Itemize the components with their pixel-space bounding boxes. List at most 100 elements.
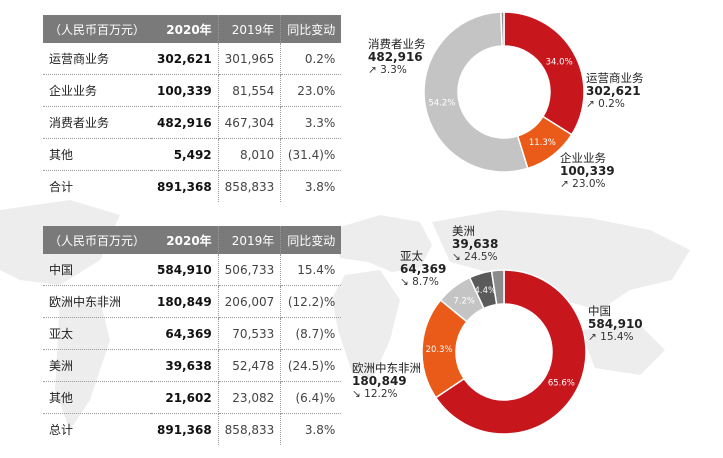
value-2019: 467,304 (218, 106, 282, 139)
callout-consumer: 消费者业务 482,916 ↗ 3.3% (368, 38, 426, 77)
yoy-change: 15.4% (280, 254, 342, 286)
table-header-row: （人民币百万元） 2020年 2019年 同比变动 (43, 226, 342, 254)
arrow-up-icon: ↗ (368, 64, 377, 76)
donut-slice (434, 269, 587, 435)
donut-slice (423, 11, 529, 173)
donut-slice (490, 269, 505, 306)
value-2019: 506,733 (218, 254, 282, 286)
growth-value: 12.2% (364, 388, 398, 400)
callout-label: 运营商业务 (586, 71, 644, 85)
callout-apac: 亚太 64,369 ↘ 8.7% (400, 250, 446, 289)
callout-china: 中国 584,910 ↗ 15.4% (588, 305, 643, 344)
header-unit: （人民币百万元） (43, 226, 152, 254)
slice-pct-label: 4.4% (474, 286, 496, 296)
value-2020: 39,638 (151, 349, 219, 382)
callout-label: 美洲 (452, 224, 475, 238)
slice-pct-label: 11.3% (529, 138, 556, 148)
table-row: 消费者业务 482,916 467,304 3.3% (43, 106, 342, 139)
table-row: 亚太 64,369 70,533 (8.7)% (43, 317, 342, 350)
business-revenue-table: （人民币百万元） 2020年 2019年 同比变动 运营商业务 302,621 30… (43, 15, 342, 202)
row-label: 其他 (43, 381, 152, 414)
value-2019: 206,007 (218, 285, 282, 318)
header-2019: 2019年 (218, 226, 282, 254)
header-yoy-change: 同比变动 (280, 226, 342, 254)
growth-value: 15.4% (600, 331, 634, 343)
callout-value: 302,621 (586, 84, 641, 98)
row-label: 总计 (49, 423, 74, 437)
callout-value: 584,910 (588, 317, 643, 331)
callout-enterprise: 企业业务 100,339 ↗ 23.0% (560, 152, 615, 191)
row-label: 美洲 (43, 349, 152, 382)
value-2019: 8,010 (218, 138, 282, 171)
arrow-up-icon: ↗ (586, 98, 595, 110)
row-label: 欧洲中东非洲 (43, 285, 152, 318)
growth-value: 8.7% (412, 276, 439, 288)
slice-pct-label: 20.3% (426, 345, 453, 355)
callout-value: 482,916 (368, 50, 423, 64)
callout-label: 亚太 (400, 249, 423, 263)
value-2020: 180,849 (151, 285, 219, 318)
yoy-change: 0.2% (280, 43, 342, 75)
slice-pct-label: 34.0% (546, 58, 573, 68)
callout-label: 消费者业务 (368, 37, 426, 51)
value-2020: 302,621 (151, 43, 219, 75)
table-row: 其他 5,492 8,010 (31.4)% (43, 138, 342, 171)
header-unit: （人民币百万元） (43, 15, 152, 43)
callout-label: 企业业务 (560, 151, 606, 165)
header-2020: 2020年 (151, 226, 219, 254)
header-2019: 2019年 (218, 15, 282, 43)
callout-value: 100,339 (560, 164, 615, 178)
table-row: 合计 891,368 858,833 3.8% (43, 170, 341, 202)
row-label: 消费者业务 (43, 106, 152, 139)
callout-growth: ↗ 15.4% (588, 331, 643, 344)
header-2020: 2020年 (151, 15, 219, 43)
callout-growth: ↗ 3.3% (368, 64, 426, 77)
row-label: 其他 (43, 138, 152, 171)
slice-pct-label: 65.6% (548, 379, 575, 389)
value-2019: 52,478 (218, 349, 282, 382)
yoy-change: 3.8% (304, 179, 336, 194)
table-row: 企业业务 100,339 81,554 23.0% (43, 74, 342, 107)
table-row: 其他 21,602 23,082 (6.4)% (43, 381, 342, 414)
callout-growth: ↘ 12.2% (352, 388, 421, 401)
row-label: 运营商业务 (43, 43, 152, 75)
table-row: 欧洲中东非洲 180,849 206,007 (12.2)% (43, 285, 342, 318)
value-2020: 21,602 (151, 381, 219, 414)
yoy-change: (24.5)% (280, 349, 342, 382)
slice-pct-label: 54.2% (428, 99, 455, 109)
callout-carrier: 运营商业务 302,621 ↗ 0.2% (586, 72, 644, 111)
table-header-row: （人民币百万元） 2020年 2019年 同比变动 (43, 15, 342, 43)
arrow-up-icon: ↗ (560, 178, 569, 190)
row-label: 中国 (43, 254, 152, 286)
arrow-down-icon: ↘ (352, 388, 361, 400)
growth-value: 24.5% (464, 251, 498, 263)
value-2019: 23,082 (218, 381, 282, 414)
row-label: 合计 (49, 180, 74, 194)
value-2020: 482,916 (151, 106, 219, 139)
growth-value: 23.0% (572, 178, 606, 190)
value-2020: 5,492 (151, 138, 219, 171)
growth-value: 3.3% (380, 64, 407, 76)
growth-value: 0.2% (598, 98, 625, 110)
table-row: 中国 584,910 506,733 15.4% (43, 254, 342, 286)
value-2019: 81,554 (218, 74, 282, 107)
region-revenue-table: （人民币百万元） 2020年 2019年 同比变动 中国 584,910 506,7… (43, 226, 342, 445)
table-row: 总计 891,368 858,833 3.8% (43, 413, 341, 445)
slice-pct-label: 7.2% (453, 297, 475, 307)
donut-slice (500, 11, 505, 47)
callout-growth: ↘ 24.5% (452, 251, 498, 264)
callout-value: 180,849 (352, 374, 407, 388)
row-label: 企业业务 (43, 74, 152, 107)
arrow-up-icon: ↗ (588, 331, 597, 343)
value-2019: 301,965 (218, 43, 282, 75)
value-2020: 891,368 (151, 170, 219, 202)
value-2019: 70,533 (218, 317, 282, 350)
value-2020: 100,339 (151, 74, 219, 107)
callout-value: 39,638 (452, 237, 499, 251)
callout-growth: ↗ 0.2% (586, 98, 644, 111)
yoy-change: (12.2)% (280, 285, 342, 318)
value-2019: 858,833 (218, 170, 282, 202)
value-2020: 64,369 (151, 317, 219, 350)
